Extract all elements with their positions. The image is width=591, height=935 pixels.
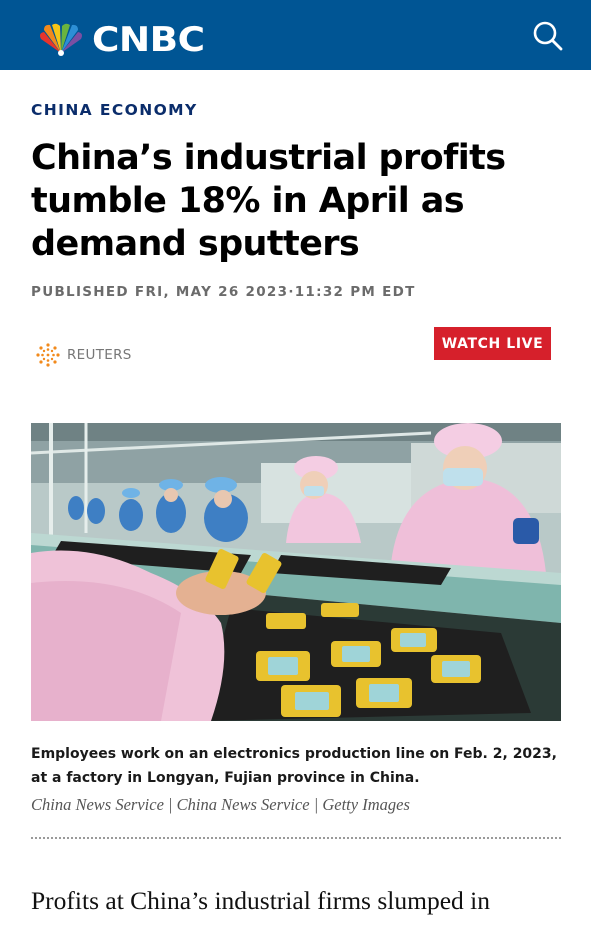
- article-headline: China’s industrial profits tumble 18% in…: [31, 138, 506, 264]
- source-name: REUTERS: [67, 347, 132, 363]
- published-timestamp: PUBLISHED FRI, MAY 26 2023·11:32 PM EDT: [31, 284, 416, 300]
- cnbc-logo[interactable]: CNBC: [36, 22, 205, 58]
- reuters-logo-icon: [36, 343, 60, 367]
- top-nav-bar: CNBC: [0, 0, 591, 70]
- caption-divider: [31, 837, 561, 839]
- watch-live-button[interactable]: WATCH LIVE: [434, 327, 551, 360]
- peacock-logo-icon: [40, 23, 82, 56]
- search-button[interactable]: [528, 18, 568, 54]
- search-icon: [533, 21, 563, 51]
- image-credit: China News Service | China News Service …: [31, 795, 410, 814]
- section-label[interactable]: CHINA ECONOMY: [31, 101, 198, 119]
- article-body-paragraph: Profits at China’s industrial firms slum…: [31, 886, 490, 915]
- brand-wordmark: CNBC: [92, 20, 205, 60]
- image-caption: Employees work on an electronics product…: [31, 746, 557, 786]
- article-photo: [31, 423, 561, 721]
- article-source: REUTERS: [35, 342, 132, 368]
